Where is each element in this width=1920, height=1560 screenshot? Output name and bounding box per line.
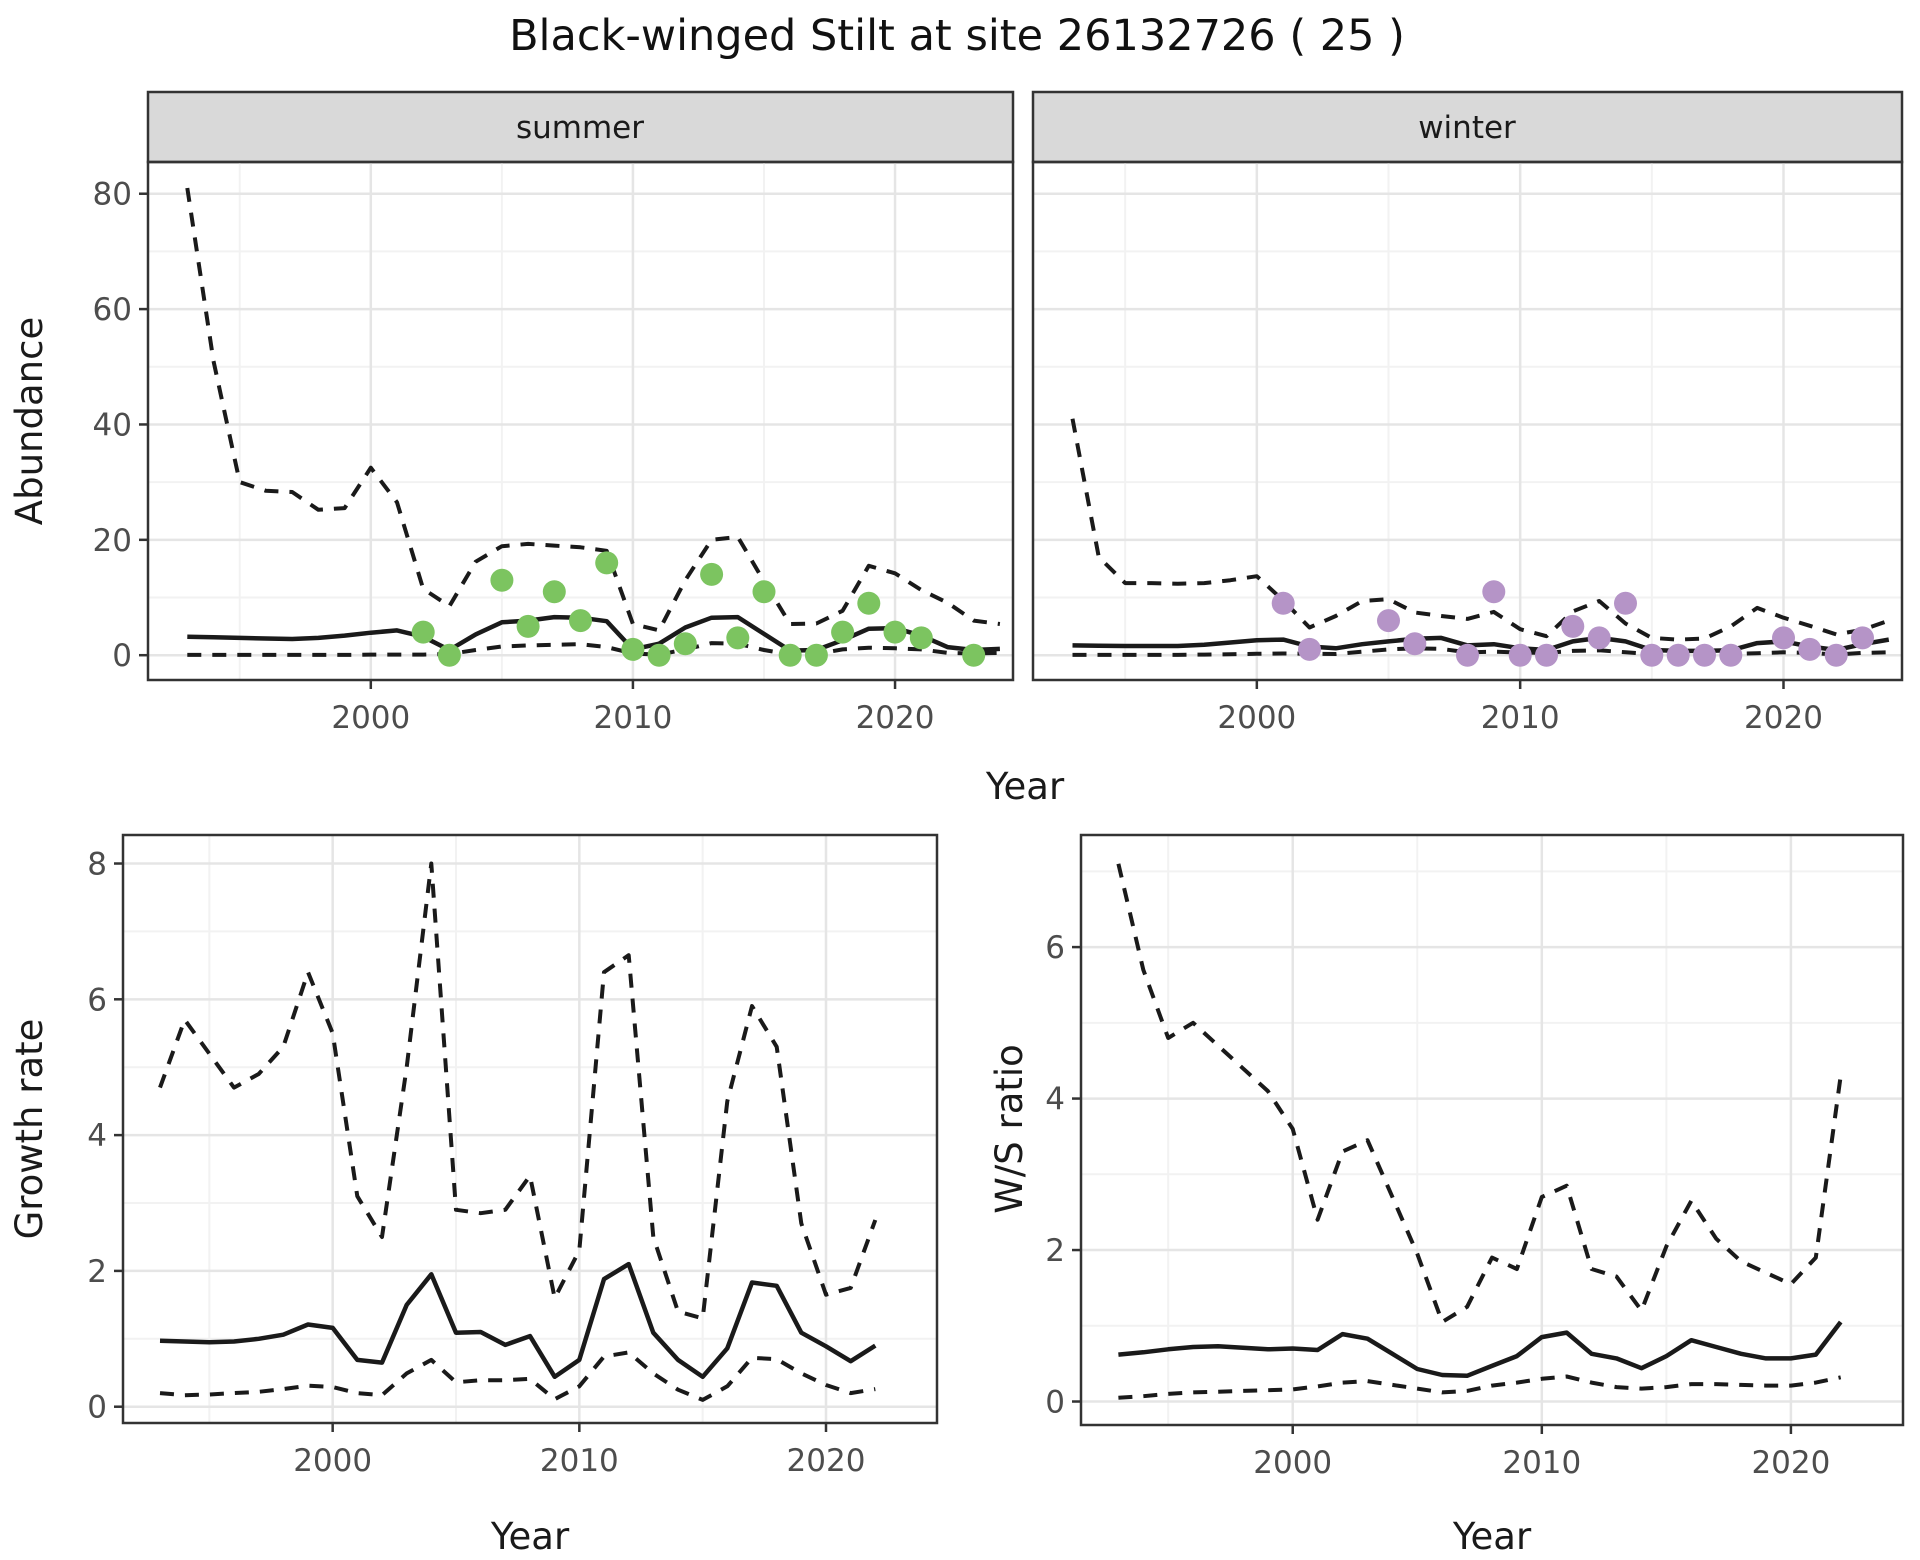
x-tick-label: 2000 (1253, 1445, 1332, 1481)
observation-point (1535, 643, 1558, 667)
x-tick-label: 2020 (1744, 700, 1823, 736)
abundance-x-axis-title: Year (985, 765, 1065, 808)
observation-point (621, 637, 645, 661)
abundance-y-axis-title: Abundance (8, 317, 51, 525)
observation-point (1403, 632, 1427, 656)
observation-point (411, 620, 435, 644)
median-line (159, 1261, 877, 1380)
y-tick-label: 4 (87, 1118, 107, 1154)
observation-point (1666, 643, 1690, 667)
x-tick-label: 2000 (293, 1443, 372, 1479)
observation-point (962, 643, 986, 667)
observation-point (490, 568, 514, 592)
observation-point (1851, 626, 1874, 650)
observation-point (752, 580, 776, 604)
summer-facet-label: summer (516, 110, 644, 146)
abundance-summer-panel: 2000 2010 2020 0 20 40 60 80 (93, 160, 1015, 736)
x-tick-label: 2000 (331, 700, 410, 736)
lower-ci-line (187, 641, 1000, 657)
y-tick-label: 60 (93, 292, 132, 328)
observation-point (647, 643, 671, 667)
growth-x-axis-title: Year (490, 1515, 570, 1558)
observation-point (1719, 643, 1743, 667)
x-tick-label: 2010 (593, 700, 672, 736)
growth-rate-chart: 2000 2010 2020 0 2 4 6 8 Growth rate Year (8, 833, 939, 1558)
observation-point (1614, 591, 1637, 615)
x-tick-label: 2020 (787, 1443, 866, 1479)
upper-ci-line (185, 187, 1001, 633)
x-tick-label: 2010 (1502, 1445, 1581, 1481)
page-title: Black-winged Stilt at site 26132726 ( 25… (509, 11, 1405, 61)
observation-point (1271, 591, 1295, 615)
observation-point (516, 614, 540, 638)
growth-y-axis-title: Growth rate (8, 1019, 51, 1240)
observation-point (883, 620, 907, 644)
winter-facet-label: winter (1418, 110, 1516, 146)
y-tick-label: 8 (87, 847, 107, 883)
y-tick-label: 6 (87, 982, 107, 1018)
observation-point (804, 643, 828, 667)
abundance-winter-panel: 2000 2010 2020 (1031, 160, 1904, 736)
observation-point (1561, 614, 1585, 638)
y-tick-label: 2 (1045, 1233, 1065, 1269)
observation-point (1693, 643, 1716, 667)
observation-point (1824, 643, 1848, 667)
y-tick-label: 0 (87, 1390, 107, 1426)
x-tick-label: 2020 (856, 700, 935, 736)
median-line (1118, 1320, 1843, 1379)
observation-point (831, 620, 855, 644)
observation-point (1377, 609, 1400, 633)
y-tick-label: 0 (112, 638, 132, 674)
x-tick-label: 2020 (1751, 1445, 1830, 1481)
y-tick-label: 40 (93, 407, 132, 443)
observation-point (1482, 580, 1506, 604)
observation-point (700, 562, 724, 586)
observation-point (1508, 643, 1532, 667)
observation-point (1298, 637, 1321, 661)
y-tick-label: 20 (93, 523, 132, 559)
observation-point (909, 626, 933, 650)
observation-point (778, 643, 802, 667)
median-line (187, 614, 1000, 653)
observation-point (1798, 637, 1822, 661)
x-tick-label: 2010 (540, 1443, 619, 1479)
observation-point (437, 643, 461, 667)
winter-facet-strip (1031, 90, 1904, 164)
observation-point (1456, 643, 1479, 667)
upper-ci-line (1070, 418, 1890, 642)
observation-point (726, 626, 750, 650)
ws-y-axis-title: W/S ratio (988, 1044, 1031, 1214)
y-tick-label: 2 (87, 1254, 107, 1290)
lower-ci-line (159, 1350, 876, 1402)
observation-point (595, 551, 619, 575)
observation-point (542, 580, 566, 604)
observation-point (569, 609, 592, 633)
y-tick-label: 80 (93, 177, 132, 213)
lower-ci-line (1072, 646, 1889, 657)
ws-ratio-chart: 2000 2010 2020 0 2 4 6 W/S ratio Year (988, 833, 1905, 1558)
summer-facet-strip (146, 90, 1015, 164)
observation-point (857, 591, 881, 615)
x-tick-label: 2010 (1481, 700, 1560, 736)
y-tick-label: 4 (1045, 1082, 1065, 1118)
observation-point (1587, 626, 1611, 650)
lower-ci-line (1118, 1374, 1842, 1400)
ws-ratio-panel: 2000 2010 2020 0 2 4 6 (1045, 833, 1905, 1481)
observation-point (673, 632, 697, 656)
upper-ci-line (1116, 863, 1843, 1324)
growth-rate-panel: 2000 2010 2020 0 2 4 6 8 (87, 833, 939, 1479)
ws-x-axis-title: Year (1452, 1515, 1532, 1558)
median-line (1072, 635, 1890, 654)
observation-point (1772, 626, 1795, 650)
y-tick-label: 6 (1045, 930, 1065, 966)
abundance-chart: summer winter 2000 2010 2020 0 20 40 60 80 2000… (8, 90, 1904, 808)
observation-point (1640, 643, 1664, 667)
x-tick-label: 2000 (1217, 700, 1296, 736)
y-tick-label: 0 (1045, 1385, 1065, 1421)
